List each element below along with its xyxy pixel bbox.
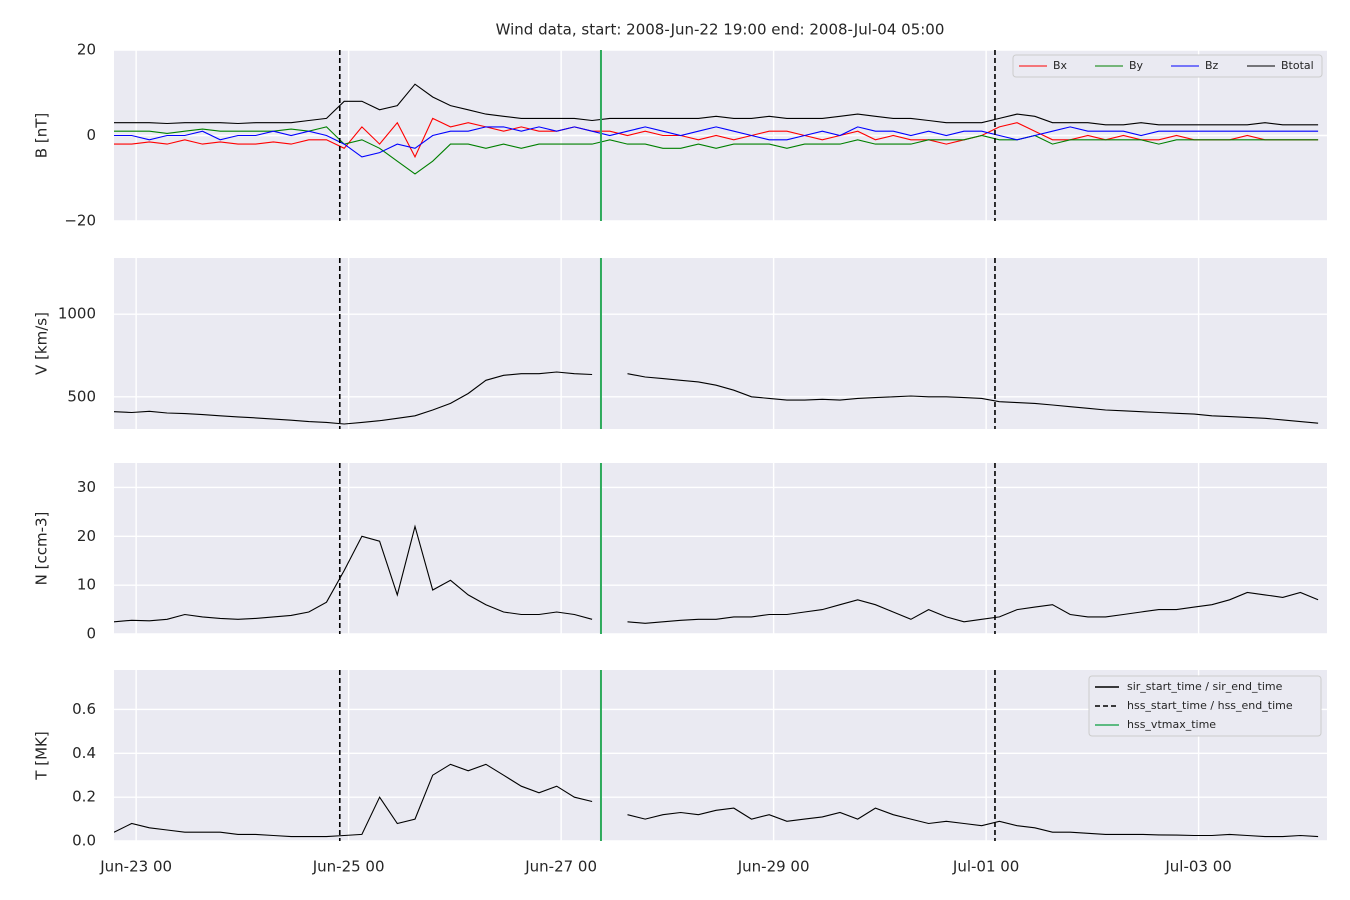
- y-axis-label: B [nT]: [33, 113, 51, 158]
- series-line: [114, 524, 1319, 624]
- y-tick-label: 0.2: [72, 788, 96, 806]
- series-line: [114, 126, 1319, 175]
- y-tick-label: 0.6: [72, 700, 96, 718]
- series-line: [114, 83, 1319, 126]
- x-tick-label: Jun-25 00: [312, 858, 385, 876]
- y-axis-label: V [km/s]: [33, 312, 51, 375]
- y-tick-label: 0: [86, 126, 96, 144]
- series-line: [114, 117, 1319, 159]
- legend: sir_start_time / sir_end_time hss_start_t…: [1088, 675, 1322, 737]
- legend-label: By: [1129, 59, 1144, 72]
- x-tick-label: Jun-29 00: [737, 858, 810, 876]
- legend-box: [1088, 675, 1322, 737]
- y-tick-label: 500: [67, 387, 96, 405]
- legend: Bx By Bz Btotal: [1012, 54, 1323, 78]
- y-tick-label: 0.4: [72, 744, 96, 762]
- y-tick-label: 20: [77, 527, 96, 545]
- y-tick-label: 0: [86, 625, 96, 643]
- y-tick-label: 20: [77, 41, 96, 59]
- legend-box: [1012, 54, 1323, 78]
- legend-label: hss_start_time / hss_end_time: [1127, 699, 1293, 712]
- y-tick-label: 1000: [58, 305, 96, 323]
- legend-label: hss_vtmax_time: [1127, 718, 1216, 731]
- x-tick-label: Jun-23 00: [99, 858, 172, 876]
- plot-area: [114, 463, 1327, 634]
- x-tick-label: Jul-01 00: [952, 858, 1019, 876]
- x-tick-label: Jun-27 00: [524, 858, 597, 876]
- series-line: [114, 371, 1319, 425]
- y-axis-label: T [MK]: [33, 731, 51, 780]
- y-tick-label: −20: [64, 212, 96, 230]
- chart-title: Wind data, start: 2008-Jun-22 19:00 end:…: [496, 21, 945, 39]
- y-axis-label: N [ccm-3]: [33, 512, 51, 586]
- series-line: [114, 126, 1319, 158]
- y-tick-label: 30: [77, 478, 96, 496]
- y-tick-label: 0.0: [72, 832, 96, 850]
- legend-label: sir_start_time / sir_end_time: [1127, 680, 1283, 693]
- series-line: [114, 763, 1319, 838]
- legend-label: Bx: [1053, 59, 1068, 72]
- legend-label: Btotal: [1281, 59, 1314, 72]
- legend-label: Bz: [1205, 59, 1219, 72]
- plot-area: [114, 258, 1327, 429]
- y-tick-label: 10: [77, 576, 96, 594]
- x-tick-label: Jul-03 00: [1164, 858, 1231, 876]
